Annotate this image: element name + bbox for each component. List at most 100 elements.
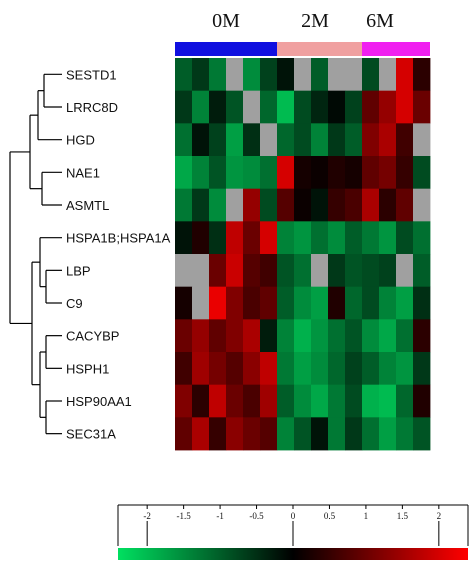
heatmap-cell [379,90,397,124]
colorbar-tick-label: 0.5 [324,511,336,521]
heatmap-cell [243,417,261,451]
group-labels: 0M 2M 6M [212,10,394,32]
heatmap-cell [396,90,414,124]
heatmap-cell [175,123,193,157]
heatmap-cell [328,58,346,92]
heatmap-cell [226,90,244,124]
heatmap-cell [294,254,312,288]
heatmap-cell [311,384,329,418]
heatmap-cell [277,286,295,320]
heatmap-cell [345,221,363,255]
heatmap-cell [294,156,312,190]
row-label: HGD [66,133,95,148]
heatmap-cell [413,384,431,418]
heatmap-cell [345,319,363,353]
heatmap-cell [243,90,261,124]
heatmap-cell [311,58,329,92]
heatmap-cell [311,417,329,451]
heatmap-cell [294,286,312,320]
heatmap-cell [294,58,312,92]
row-label: LBP [66,263,91,278]
heatmap-cell [226,384,244,418]
heatmap-cell [209,221,227,255]
heatmap-cell [192,123,210,157]
heatmap-cell [243,156,261,190]
heatmap-cell [413,90,431,124]
heatmap-cell [379,417,397,451]
row-dendrogram [9,73,62,435]
heatmap-cell [294,352,312,386]
heatmap-cell [396,188,414,222]
heatmap-cell [226,156,244,190]
heatmap-cell [379,221,397,255]
heatmap-cell [260,123,278,157]
heatmap-cell [175,156,193,190]
heatmap-cell [311,221,329,255]
heatmap-cell [345,123,363,157]
colorbar-tick-label: 1 [364,511,369,521]
heatmap-cell [413,221,431,255]
heatmap-cell [175,384,193,418]
heatmap-cell [209,384,227,418]
row-labels: SESTD1 LRRC8D HGD NAE1 ASMTL HSPA1B;HSPA1A LBP… [66,67,171,441]
heatmap-cell [260,156,278,190]
heatmap-cell [260,319,278,353]
heatmap-cell [226,123,244,157]
heatmap-cell [328,254,346,288]
row-label: HSPA1B;HSPA1A [66,231,171,246]
heatmap-cell [209,188,227,222]
heatmap-cell [396,58,414,92]
heatmap-cell [362,58,380,92]
heatmap-cell [362,384,380,418]
heatmap-cell [379,188,397,222]
heatmap-cell [277,90,295,124]
group-color-bars [175,42,430,56]
row-label: HSP90AA1 [66,394,132,409]
heatmap-cell [413,286,431,320]
row-label: CACYBP [66,329,119,344]
heatmap-cell [413,156,431,190]
heatmap-cell [362,156,380,190]
heatmap-cell [277,384,295,418]
heatmap-cell [192,90,210,124]
heatmap-cell [413,319,431,353]
heatmap-cell [311,319,329,353]
heatmap-cell [396,417,414,451]
heatmap-cell [294,90,312,124]
heatmap-cell [294,123,312,157]
colorbar-tick-label: -2 [143,511,151,521]
heatmap-cell [413,58,431,92]
heatmap-cell [243,319,261,353]
heatmap-cell [226,352,244,386]
heatmap-cell [226,221,244,255]
heatmap-cell [379,286,397,320]
heatmap-cell [396,254,414,288]
heatmap-cell [175,221,193,255]
heatmap-cell [379,384,397,418]
heatmap-cell [192,156,210,190]
heatmap-cell [260,417,278,451]
heatmap-cell [209,156,227,190]
heatmap-cell [192,384,210,418]
row-label: SESTD1 [66,67,117,82]
colorbar-tick-label: -1 [216,511,224,521]
heatmap-cell [209,352,227,386]
colorbar: -2 -1.5 -1 -0.5 0 0.5 1 1.5 2 [117,504,469,560]
heatmap-cell [243,286,261,320]
heatmap-cell [328,384,346,418]
heatmap-cell [209,417,227,451]
heatmap-cell [192,286,210,320]
heatmap-cell [294,384,312,418]
row-label: ASMTL [66,198,109,213]
heatmap-cell [277,417,295,451]
heatmap-cell [277,188,295,222]
heatmap-cell [328,123,346,157]
heatmap-cell [379,123,397,157]
heatmap-cell [328,188,346,222]
heatmap-cell [277,156,295,190]
heatmap-cell [209,254,227,288]
heatmap-cell [260,188,278,222]
heatmap-cells [175,58,431,451]
row-label: NAE1 [66,165,100,180]
